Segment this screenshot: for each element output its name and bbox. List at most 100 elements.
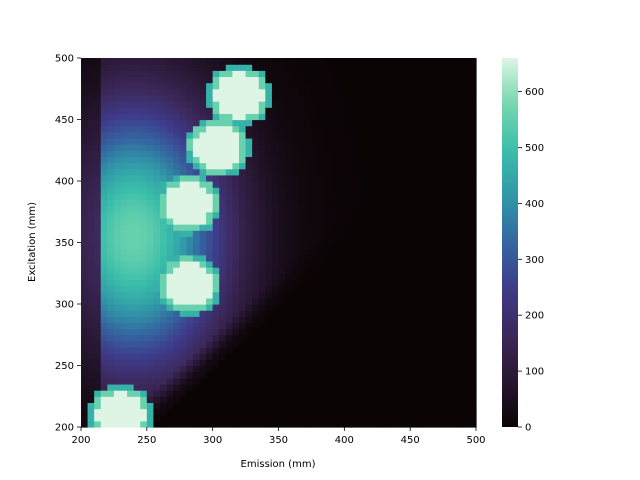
heatmap-cell: [173, 377, 181, 385]
heatmap-cell: [370, 168, 378, 176]
heatmap-cell: [265, 150, 273, 157]
heatmap-cell: [344, 279, 352, 287]
heatmap-cell: [397, 273, 405, 280]
heatmap-cell: [225, 162, 234, 170]
heatmap-cell: [219, 328, 227, 336]
heatmap-cell: [173, 224, 181, 231]
heatmap-cell: [443, 211, 451, 219]
heatmap-cell: [206, 310, 214, 317]
heatmap-cell: [449, 187, 457, 194]
heatmap-cell: [429, 260, 438, 268]
heatmap-cell: [298, 217, 306, 225]
heatmap-cell: [94, 156, 102, 164]
heatmap-cell: [113, 396, 122, 403]
heatmap-cell: [94, 353, 102, 360]
heatmap-cell: [291, 396, 299, 403]
heatmap-cell: [265, 113, 273, 121]
heatmap-cell: [186, 101, 194, 108]
heatmap-cell: [225, 304, 234, 311]
heatmap-cell: [383, 64, 392, 71]
heatmap-cell: [81, 187, 89, 194]
heatmap-cell: [199, 322, 207, 330]
heatmap-cell: [212, 291, 220, 299]
heatmap-cell: [397, 297, 405, 305]
heatmap-cell: [160, 107, 168, 114]
heatmap-cell: [278, 396, 286, 403]
heatmap-cell: [390, 347, 398, 354]
heatmap-cell: [245, 107, 253, 114]
heatmap-cell: [212, 181, 220, 188]
heatmap-cell: [344, 340, 352, 348]
heatmap-cell: [153, 88, 161, 96]
heatmap-cell: [390, 260, 398, 268]
heatmap-cell: [192, 94, 201, 102]
heatmap-cell: [436, 64, 444, 71]
heatmap-cell: [436, 273, 444, 280]
heatmap-cell: [192, 248, 201, 256]
heatmap-cell: [298, 310, 306, 317]
heatmap-cell: [245, 199, 253, 207]
heatmap-cell: [443, 291, 451, 299]
heatmap-cell: [166, 101, 174, 108]
heatmap-cell: [403, 304, 411, 311]
heatmap-cell: [278, 230, 286, 237]
heatmap-cell: [278, 174, 286, 182]
heatmap-cell: [219, 371, 227, 379]
heatmap-cell: [173, 285, 181, 293]
heatmap-cell: [173, 267, 181, 274]
heatmap-cell: [265, 107, 273, 114]
heatmap-cell: [107, 125, 115, 133]
heatmap-cell: [291, 254, 299, 262]
heatmap-cell: [206, 82, 214, 90]
heatmap-cell: [285, 285, 293, 293]
heatmap-cell: [318, 236, 326, 244]
heatmap-cell: [298, 76, 306, 84]
heatmap-cell: [350, 396, 359, 403]
heatmap-cell: [278, 242, 286, 250]
heatmap-cell: [265, 101, 273, 108]
heatmap-cell: [239, 64, 247, 71]
heatmap-cell: [166, 144, 174, 151]
heatmap-cell: [140, 131, 148, 139]
heatmap-cell: [377, 70, 385, 78]
heatmap-cell: [107, 224, 115, 231]
heatmap-cell: [81, 107, 89, 114]
heatmap-cell: [423, 273, 431, 280]
heatmap-cell: [186, 340, 194, 348]
heatmap-cell: [173, 137, 181, 145]
heatmap-cell: [94, 58, 102, 65]
heatmap-cell: [133, 217, 141, 225]
heatmap-cell: [94, 310, 102, 317]
heatmap-cell: [186, 353, 194, 360]
heatmap-cell: [252, 82, 260, 90]
heatmap-cell: [199, 359, 207, 367]
heatmap-cell: [278, 279, 286, 287]
heatmap-cell: [186, 359, 194, 367]
heatmap-cell: [173, 359, 181, 367]
heatmap-cell: [304, 420, 313, 428]
heatmap-cell: [350, 297, 359, 305]
heatmap-cell: [285, 420, 293, 428]
heatmap-cell: [133, 365, 141, 373]
heatmap-cell: [160, 187, 168, 194]
heatmap-cell: [186, 377, 194, 385]
heatmap-cell: [350, 377, 359, 385]
heatmap-cell: [133, 156, 141, 164]
heatmap-cell: [370, 304, 378, 311]
heatmap-cell: [436, 242, 444, 250]
heatmap-cell: [423, 260, 431, 268]
heatmap-cell: [462, 347, 471, 354]
heatmap-cell: [146, 279, 155, 287]
heatmap-cell: [120, 347, 128, 354]
heatmap-cell: [127, 383, 135, 391]
heatmap-cell: [278, 156, 286, 164]
heatmap-cell: [252, 365, 260, 373]
heatmap-cell: [140, 236, 148, 244]
heatmap-cell: [344, 347, 352, 354]
heatmap-cell: [298, 101, 306, 108]
heatmap-cell: [212, 64, 220, 71]
heatmap-cell: [146, 64, 155, 71]
heatmap-cell: [324, 340, 332, 348]
heatmap-cell: [199, 211, 207, 219]
heatmap-cell: [304, 371, 313, 379]
